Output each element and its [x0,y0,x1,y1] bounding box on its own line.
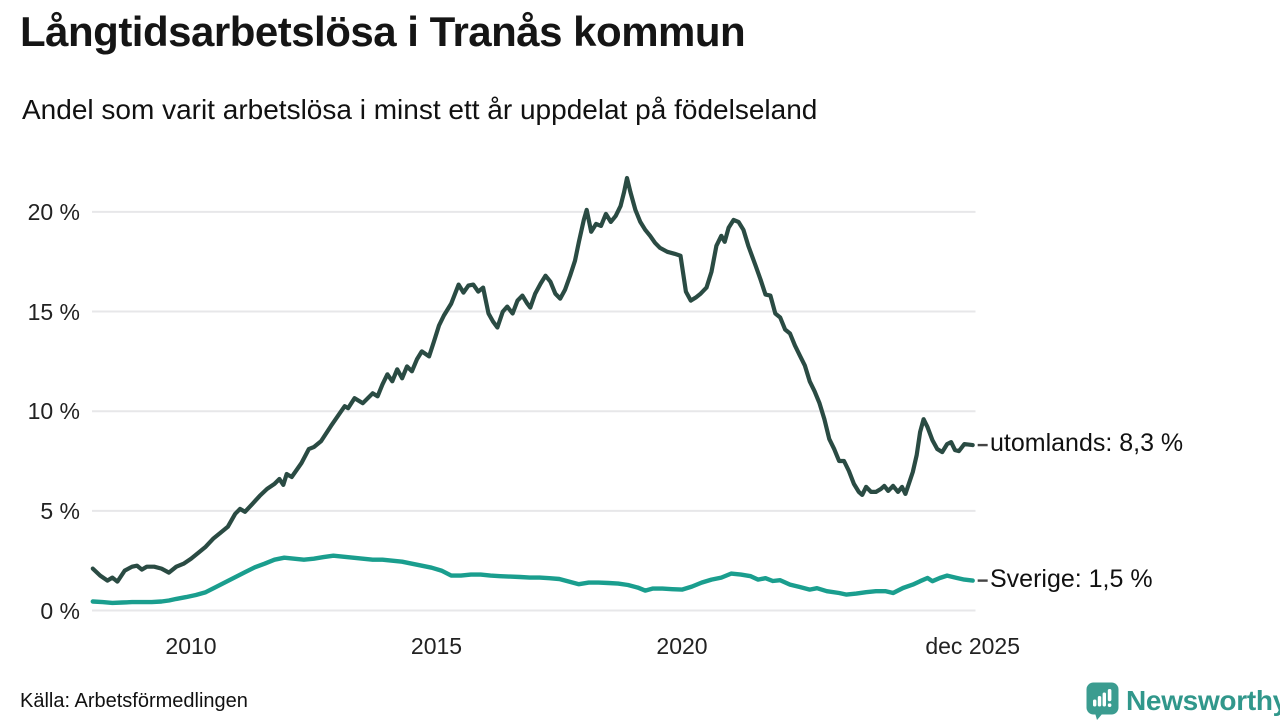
newsworthy-wordmark: Newsworthy [1126,685,1280,716]
newsworthy-bubble-chart-icon [1086,682,1119,720]
x-tick-label: 2015 [410,633,463,659]
y-tick-label: 15 % [27,298,80,325]
y-tick-label: 10 % [27,398,80,425]
series-label-sverige: Sverige: 1,5 % [990,564,1153,593]
chart-title: Långtidsarbetslösa i Tranås kommun [20,8,746,55]
source-note: Källa: Arbetsförmedlingen [20,690,248,712]
series-line-utomlands [90,175,975,584]
x-tick-label: 2020 [656,633,708,659]
series-label-utomlands: utomlands: 8,3 % [990,429,1184,458]
y-tick-label: 0 % [40,597,80,624]
x-tick-label: 2010 [165,633,217,659]
newsworthy-logo: Newsworthy [1086,682,1280,720]
chart-subtitle: Andel som varit arbetslösa i minst ett å… [22,94,818,125]
x-tick-label: dec 2025 [925,633,1020,659]
y-tick-label: 5 % [40,497,80,524]
y-tick-label: 20 % [27,198,80,225]
series-line-Sverige [90,553,975,606]
